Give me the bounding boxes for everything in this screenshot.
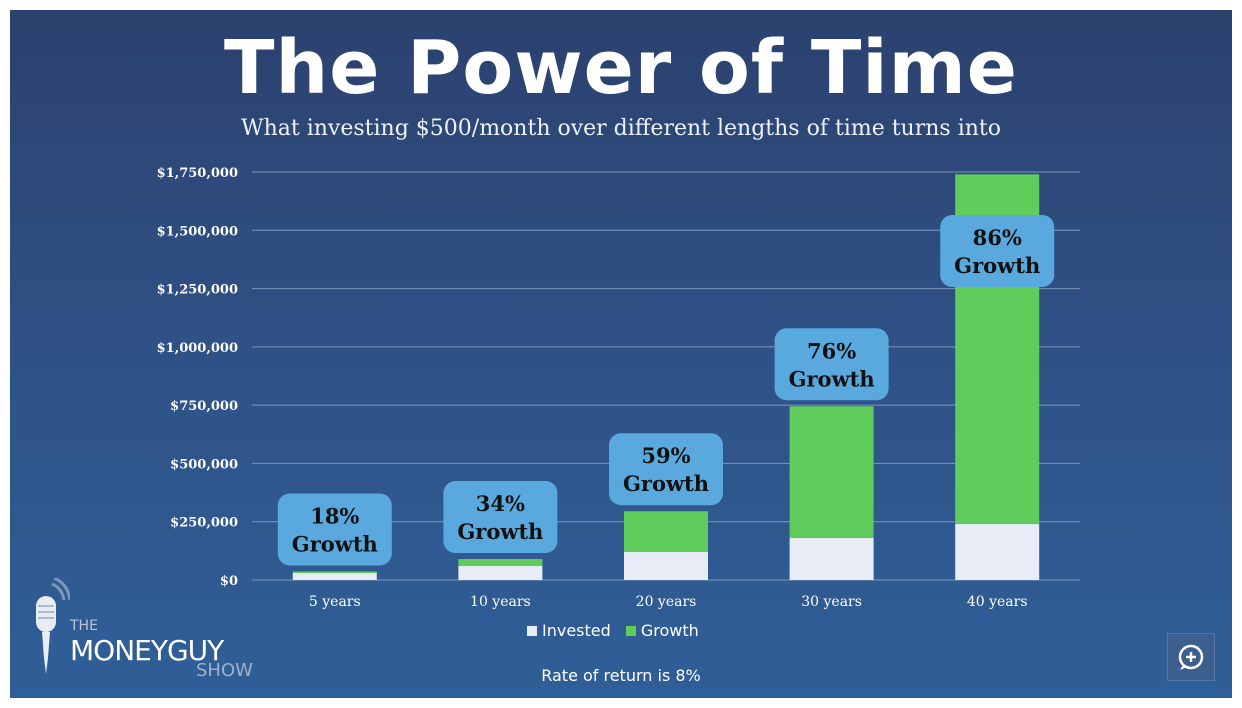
bar-invested-5 — [955, 524, 1040, 580]
growth-callout-label: Growth — [623, 471, 709, 496]
logo-the: THE — [70, 618, 98, 634]
bar-invested-2 — [458, 566, 543, 580]
legend-swatch-invested — [527, 625, 537, 636]
legend-item-invested: Invested — [527, 621, 611, 641]
growth-callout-percent: 59% — [641, 443, 690, 468]
logo-show: SHOW — [196, 660, 253, 681]
moneyguy-logo: THE MONEYGUY SHOW — [30, 578, 290, 681]
legend-swatch-growth — [625, 625, 636, 636]
bar-invested-3 — [624, 552, 708, 580]
growth-callout-box — [940, 215, 1055, 287]
chart-title: The Power of Time — [224, 25, 1018, 111]
growth-callout-percent: 86% — [973, 225, 1022, 250]
y-tick-label: $1,500,000 — [157, 224, 238, 239]
y-tick-label: $1,250,000 — [157, 283, 238, 298]
growth-callout-box — [774, 328, 889, 401]
y-tick-label: $1,750,000 — [157, 166, 238, 181]
x-tick-label: 5 years — [309, 594, 361, 610]
growth-callout-percent: 76% — [807, 338, 856, 363]
x-tick-label: 30 years — [801, 594, 862, 610]
slide: The Power of Time What investing $500/mo… — [10, 10, 1232, 698]
growth-callout-percent: 18% — [310, 503, 359, 528]
y-tick-label: $500,000 — [170, 457, 238, 472]
y-tick-label: $1,000,000 — [157, 341, 238, 356]
chart-subtitle: What investing $500/month over different… — [241, 116, 1001, 141]
legend-label-invested: Invested — [542, 621, 611, 640]
y-tick-label: $750,000 — [170, 399, 238, 414]
logo-name: MONEYGUY — [70, 634, 224, 667]
growth-callout-box — [609, 433, 723, 506]
bar-growth-2 — [458, 559, 543, 567]
microphone-icon — [36, 578, 70, 674]
y-tick-label: $0 — [220, 574, 238, 589]
x-tick-label: 20 years — [636, 594, 697, 610]
growth-callout-label: Growth — [954, 253, 1040, 278]
chat-plus-icon — [1178, 644, 1204, 670]
legend-label-growth: Growth — [640, 621, 699, 640]
growth-callout-label: Growth — [292, 531, 378, 556]
bar-growth-4 — [789, 406, 874, 539]
chat-plus-button[interactable] — [1167, 633, 1215, 681]
bar-growth-3 — [624, 511, 708, 553]
x-tick-label: 40 years — [967, 594, 1028, 610]
growth-callout-label: Growth — [789, 366, 875, 391]
bar-invested-1 — [292, 573, 377, 580]
growth-callout-box — [277, 493, 392, 566]
growth-callout-label: Growth — [457, 519, 543, 544]
rate-of-return-note: Rate of return is 8% — [541, 666, 701, 685]
legend-item-growth: Growth — [625, 621, 699, 641]
bar-growth-1 — [292, 571, 377, 574]
bar-invested-4 — [789, 538, 874, 580]
growth-callout-box — [443, 481, 558, 554]
chart-legend: Invested Growth — [527, 621, 709, 641]
y-tick-label: $250,000 — [170, 516, 238, 531]
x-tick-label: 10 years — [470, 594, 531, 610]
stacked-bar-chart: $0 $250,000 $500,000 $750,000 $1,000,000 $1,2… — [157, 166, 1080, 610]
growth-callout-percent: 34% — [476, 491, 525, 516]
